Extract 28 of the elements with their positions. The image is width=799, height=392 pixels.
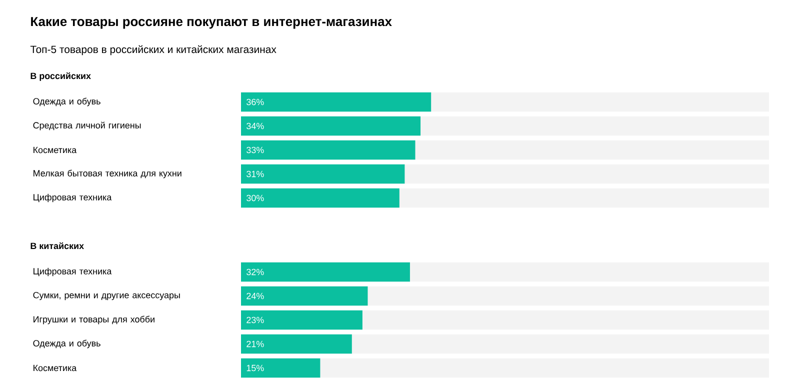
y-tick-label: Одежда и обувь <box>33 98 100 106</box>
y-tick-label: Косметика <box>34 146 77 154</box>
y-tick-label: Цифровая техника <box>34 268 112 276</box>
y-tick-label: Средства личной гигиены <box>33 122 141 130</box>
data-label: 23% <box>246 316 264 324</box>
data-label: 32% <box>246 268 264 276</box>
bar <box>241 286 368 306</box>
text: В российских <box>30 72 91 81</box>
chart-title: Какие товары россияне покупают в интернет-магазинах <box>31 17 392 29</box>
y-tick-label: Игрушки и товары для хобби <box>34 316 154 324</box>
bar <box>241 334 352 354</box>
data-label: 15% <box>246 364 264 372</box>
data-label: 31% <box>246 170 264 178</box>
bar <box>241 310 362 330</box>
bar <box>241 358 320 378</box>
data-label: 36% <box>246 98 264 106</box>
data-label: 24% <box>246 292 264 300</box>
text: Топ-5 товаров в российских и китайских магазинах <box>30 45 276 56</box>
data-label: 33% <box>246 146 264 154</box>
y-tick-label: Одежда и обувь <box>33 340 100 348</box>
y-tick-label: Цифровая техника <box>34 194 112 202</box>
y-tick-label: Косметика <box>34 364 77 372</box>
data-label: 34% <box>246 122 264 130</box>
y-tick-label: Мелкая бытовая техника для кухни <box>34 170 182 178</box>
text: В китайских <box>30 242 84 250</box>
data-label: 21% <box>246 340 264 348</box>
data-label: 30% <box>246 194 264 202</box>
y-tick-label: Сумки, ремни и другие аксессуары <box>33 292 180 300</box>
